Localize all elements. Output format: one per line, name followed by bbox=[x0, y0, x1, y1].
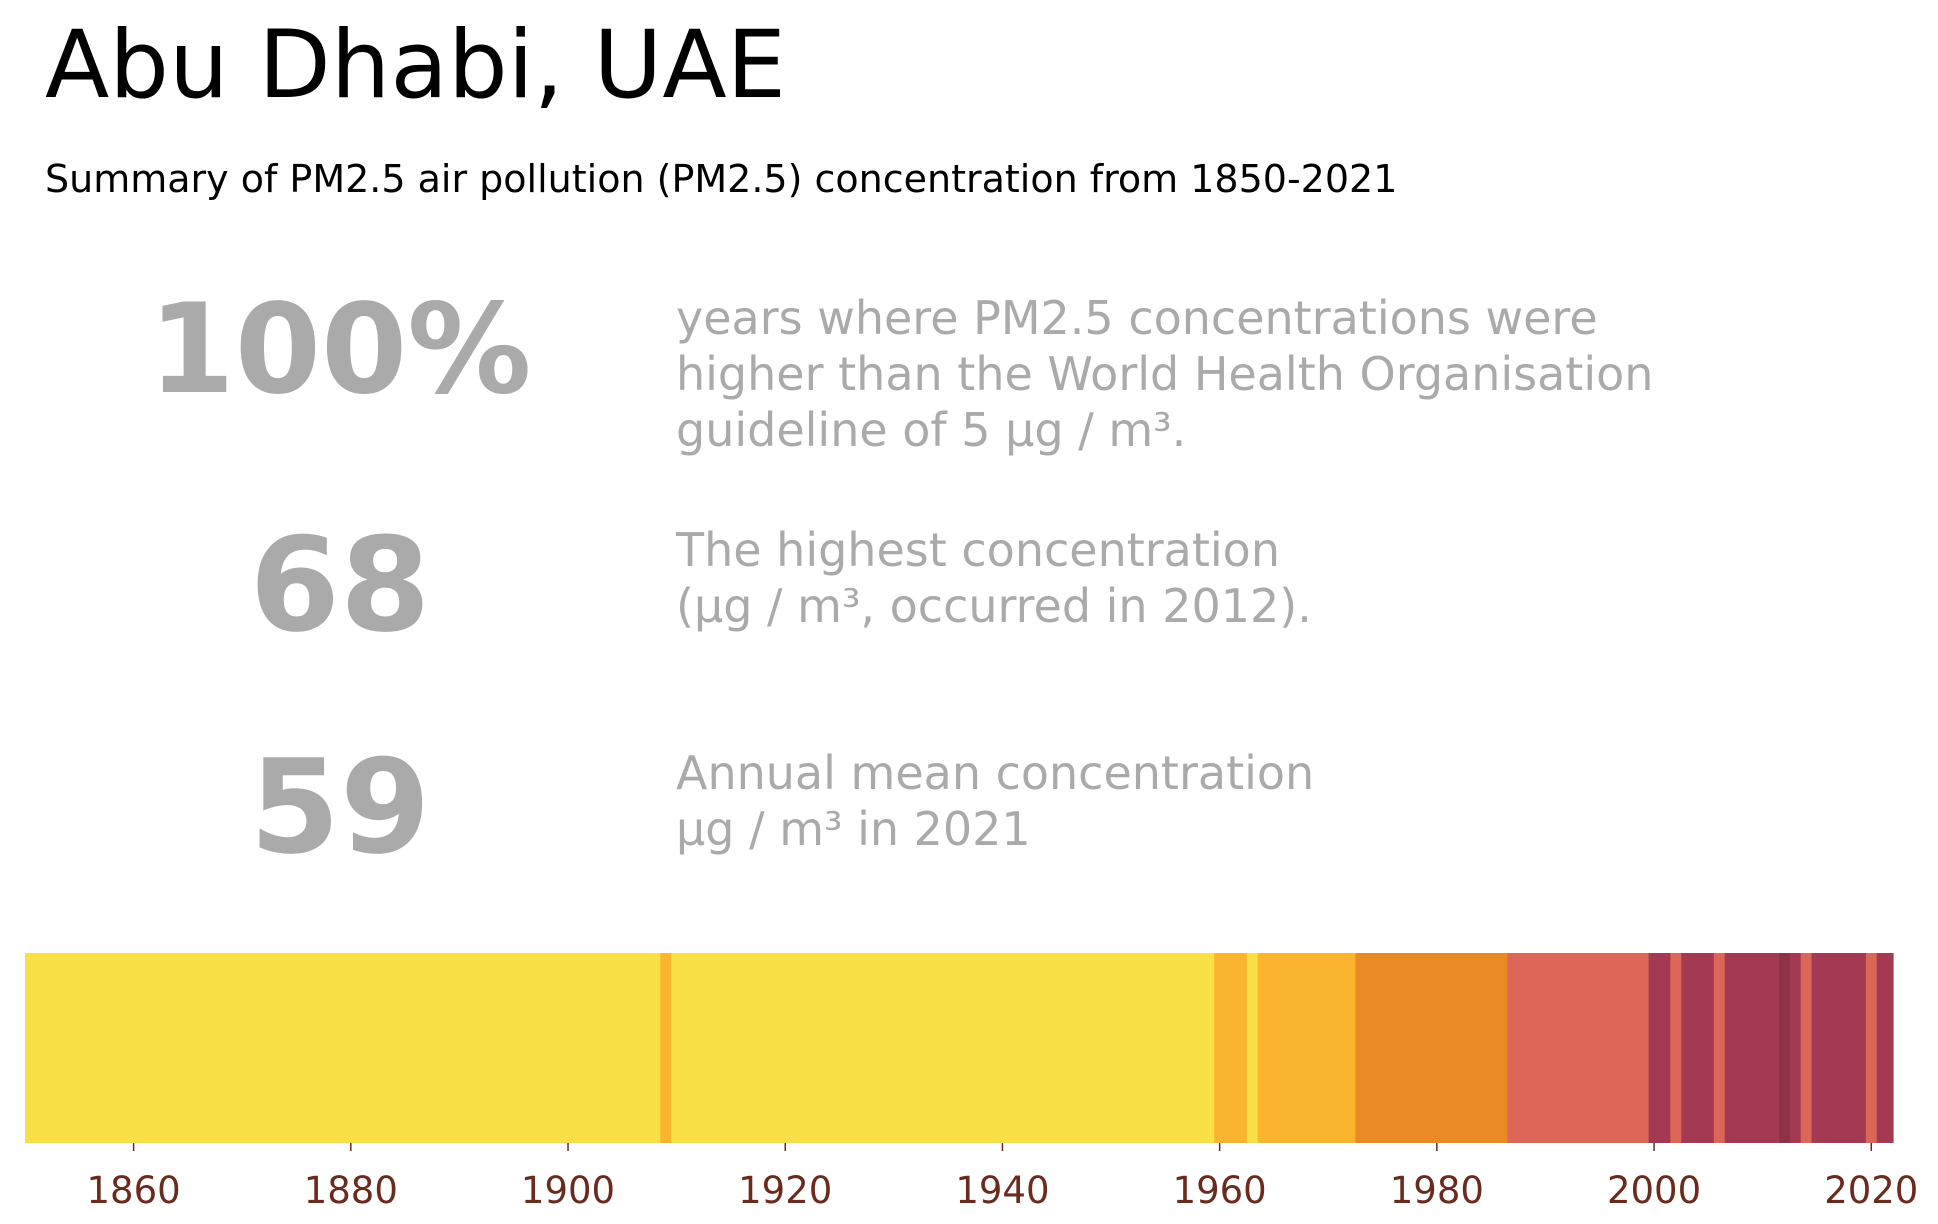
stripe-segment bbox=[1648, 953, 1671, 1143]
stat-description-line: guideline of 5 µg / m³. bbox=[676, 403, 1187, 457]
stripe-segment bbox=[1724, 953, 1780, 1143]
stripe-segment bbox=[1670, 953, 1682, 1143]
stripe-segment bbox=[1246, 953, 1259, 1143]
stripe-segment bbox=[1865, 953, 1878, 1143]
stripe-segment bbox=[1778, 953, 1791, 1143]
stat-description-line: The highest concentration bbox=[676, 523, 1280, 577]
stat-value-exceedance: 100% bbox=[148, 278, 532, 422]
page-subtitle: Summary of PM2.5 air pollution (PM2.5) c… bbox=[45, 157, 1398, 201]
stat-value-annual-mean: 59 bbox=[249, 731, 431, 883]
stripe-segment bbox=[1713, 953, 1726, 1143]
stat-description-line: µg / m³ in 2021 bbox=[676, 802, 1031, 856]
stat-description-exceedance: years where PM2.5 concentrations were hi… bbox=[676, 290, 1653, 458]
stat-description-highest: The highest concentration (µg / m³, occu… bbox=[676, 522, 1312, 634]
x-tick-label: 1980 bbox=[1390, 1169, 1484, 1212]
stripe-segment bbox=[660, 953, 672, 1143]
stat-description-line: Annual mean concentration bbox=[676, 746, 1315, 800]
stat-value-highest: 68 bbox=[249, 509, 431, 661]
stripe-segment bbox=[1800, 953, 1813, 1143]
stripe-segment bbox=[1355, 953, 1509, 1143]
stripe-segment bbox=[671, 953, 1215, 1143]
stat-description-line: years where PM2.5 concentrations were bbox=[676, 291, 1598, 345]
stat-description-annual-mean: Annual mean concentration µg / m³ in 202… bbox=[676, 745, 1314, 857]
stripe-segment bbox=[1214, 953, 1248, 1143]
stat-description-line: higher than the World Health Organisatio… bbox=[676, 347, 1654, 401]
stat-description-line: (µg / m³, occurred in 2012). bbox=[676, 579, 1312, 633]
stripe-segment bbox=[1681, 953, 1715, 1143]
stripe-segment bbox=[1811, 953, 1867, 1143]
x-tick-label: 2000 bbox=[1607, 1169, 1701, 1212]
x-tick-label: 1960 bbox=[1173, 1169, 1267, 1212]
stripe-segment bbox=[1789, 953, 1802, 1143]
x-tick-label: 1880 bbox=[304, 1169, 398, 1212]
stripe-segment bbox=[1257, 953, 1356, 1143]
x-tick-label: 1940 bbox=[955, 1169, 1049, 1212]
x-tick-label: 2020 bbox=[1824, 1169, 1918, 1212]
x-tick-label: 1860 bbox=[87, 1169, 181, 1212]
page-title: Abu Dhabi, UAE bbox=[45, 11, 787, 120]
stripe-segment bbox=[1507, 953, 1650, 1143]
stripe-segment bbox=[1876, 953, 1894, 1143]
x-tick-label: 1920 bbox=[738, 1169, 832, 1212]
stripe-segment bbox=[25, 953, 661, 1143]
x-tick-label: 1900 bbox=[521, 1169, 615, 1212]
